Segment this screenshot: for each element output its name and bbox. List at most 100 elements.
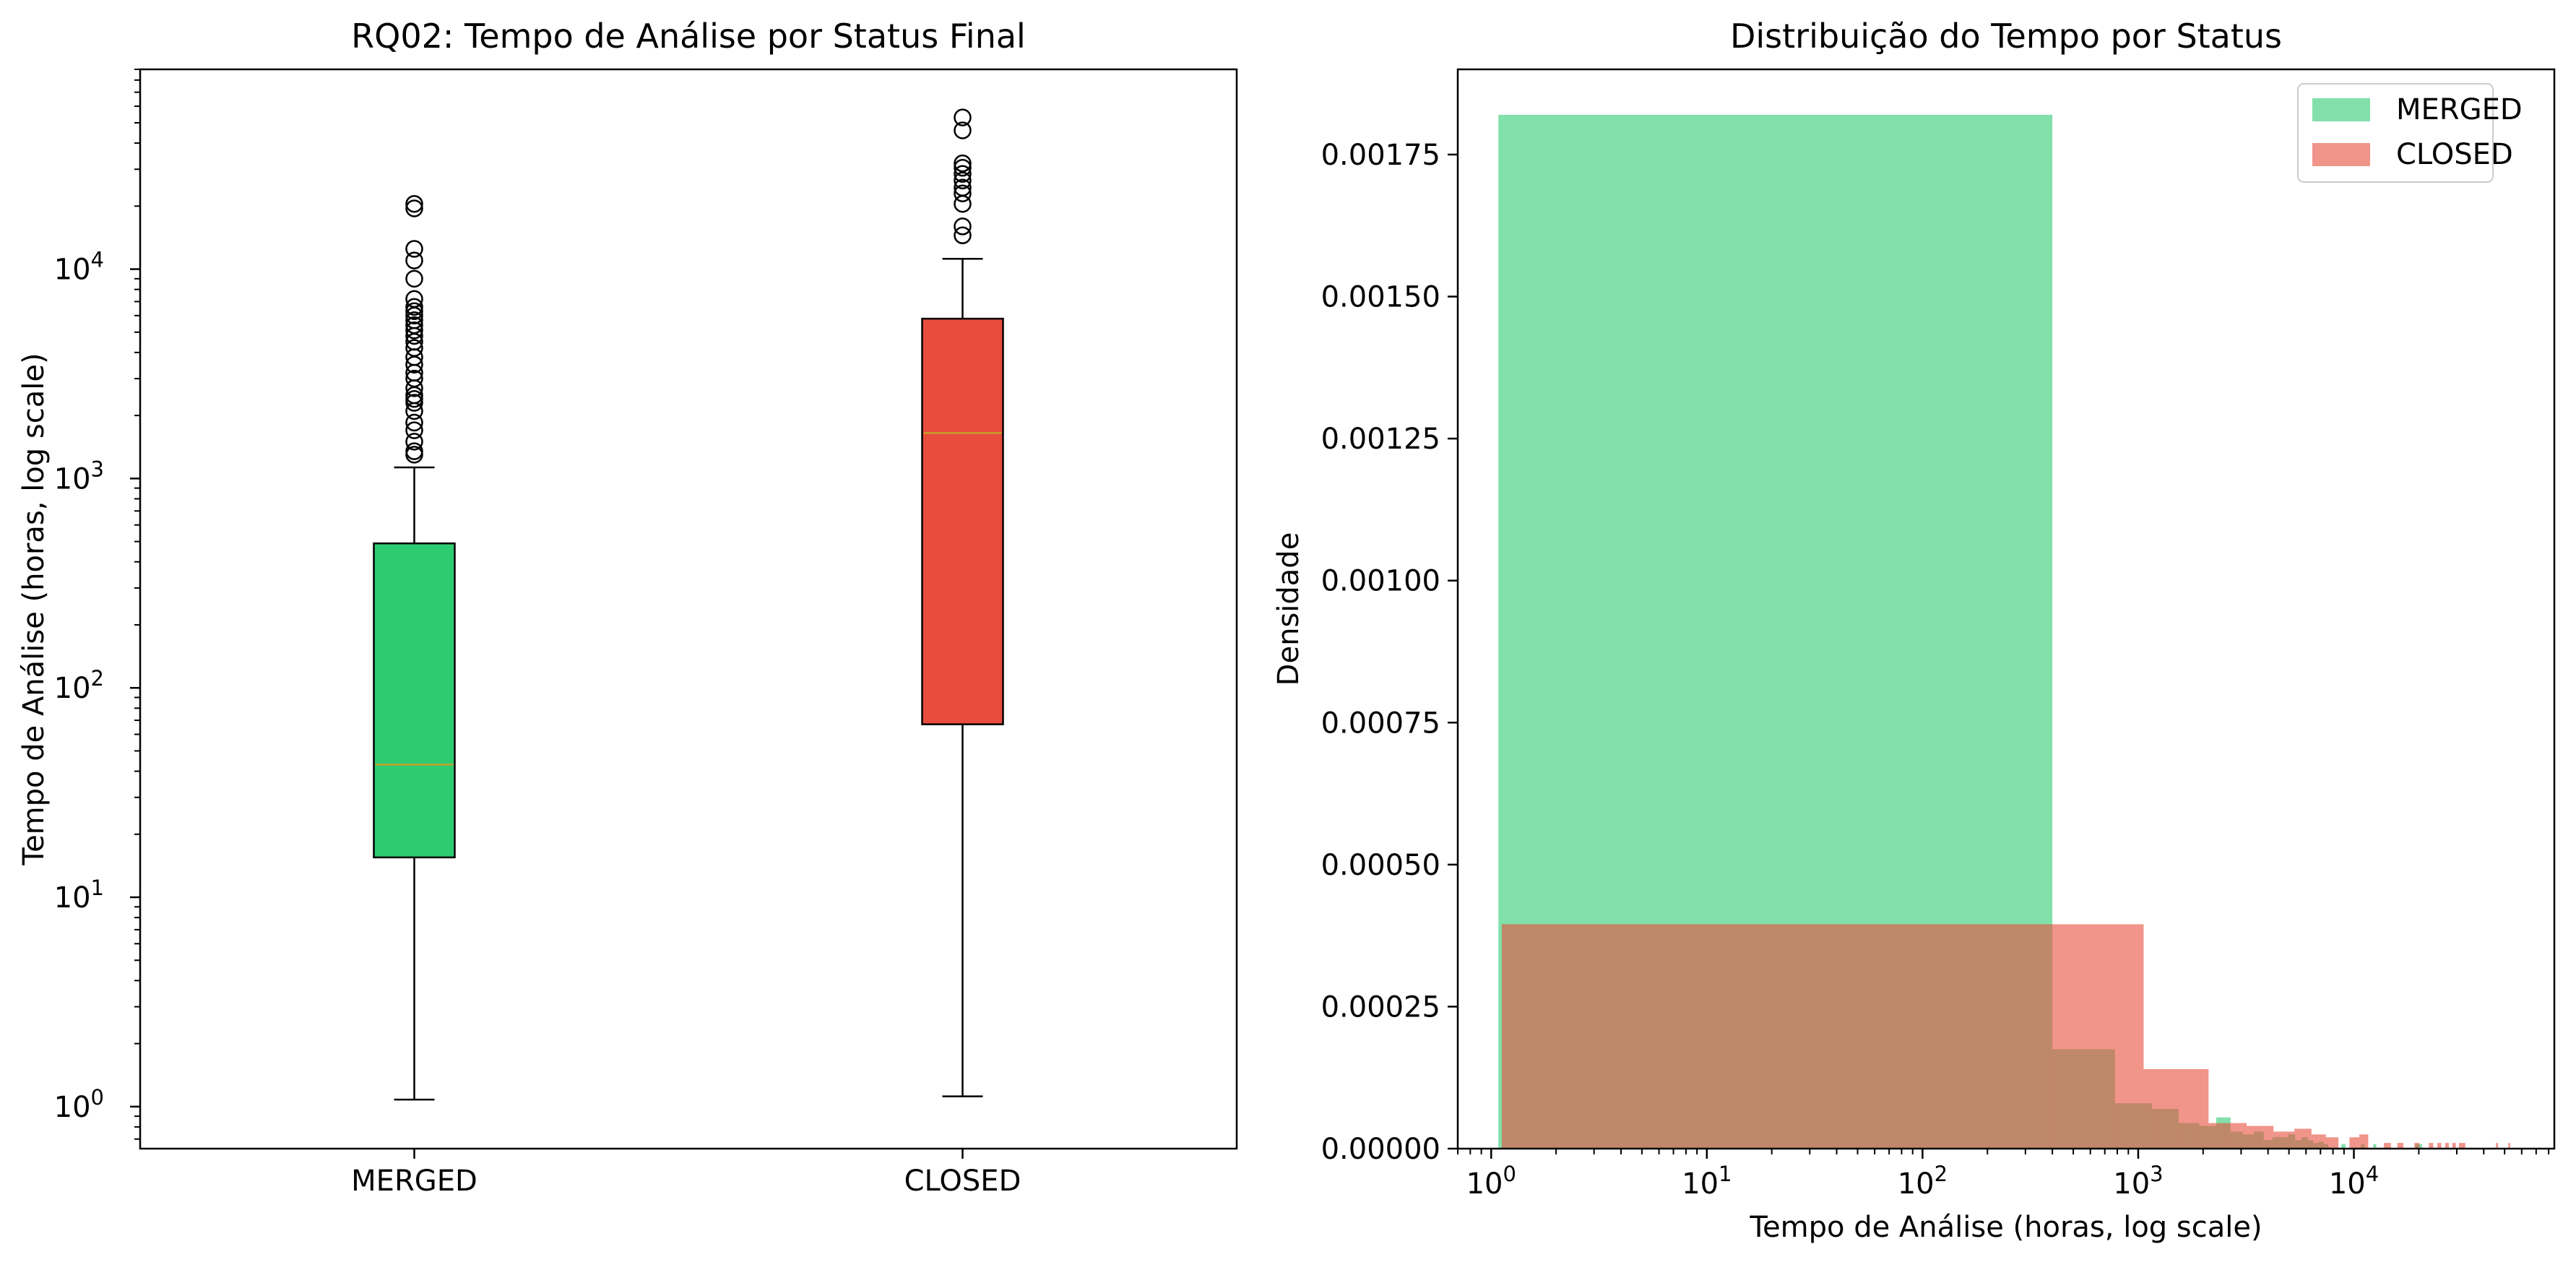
histogram-bar-closed <box>2349 1137 2360 1149</box>
histogram-bar-closed <box>2459 1143 2463 1149</box>
outlier-merged <box>405 413 423 432</box>
outlier-merged <box>405 302 423 320</box>
boxplot-y-tick-label-base: 10 <box>54 881 91 915</box>
outlier-merged <box>405 316 423 334</box>
histogram-x-tick-label-base: 10 <box>2329 1167 2366 1201</box>
boxplot-x-tick-label-merged: MERGED <box>351 1165 477 1198</box>
histogram-y-tick-label: 0.00175 <box>1321 139 1440 172</box>
outlier-merged <box>405 421 423 439</box>
boxplot-y-tick-label-exponent: 4 <box>91 248 104 272</box>
outlier-merged <box>405 269 423 288</box>
legend-label-closed: CLOSED <box>2396 138 2513 171</box>
legend-label-merged: MERGED <box>2396 93 2523 126</box>
histogram-axes-frame <box>1456 68 2556 1150</box>
histogram-bar-closed <box>2496 1143 2499 1149</box>
histogram-bar-closed <box>2445 1143 2449 1149</box>
histogram-plot-area <box>1498 114 2510 1149</box>
histogram-y-tick-label: 0.00100 <box>1321 565 1440 598</box>
outlier-closed <box>954 154 972 173</box>
histogram-bar-closed <box>2246 1126 2274 1149</box>
outlier-closed <box>954 108 972 126</box>
histogram-y-tick-label: 0.00075 <box>1321 707 1440 740</box>
boxplot-x-tick-label-closed: CLOSED <box>904 1165 1021 1198</box>
histogram-bar-closed <box>2437 1143 2442 1149</box>
histogram-x-tick-label-exponent: 1 <box>1719 1162 1732 1186</box>
histogram-bar-closed <box>2143 1068 2209 1149</box>
histogram-bar-closed <box>2325 1137 2339 1149</box>
histogram-x-tick-label: 103 <box>2113 1162 2163 1201</box>
histogram-bar-closed <box>2462 1143 2465 1149</box>
outlier-merged <box>405 240 423 258</box>
outlier-merged <box>405 290 423 308</box>
boxplot-y-tick-label-base: 10 <box>54 254 91 287</box>
outlier-merged <box>405 194 423 213</box>
outlier-closed <box>954 184 972 202</box>
histogram-x-tick-label: 101 <box>1682 1162 1732 1201</box>
boxplot-x-ticks: MERGED CLOSED <box>351 1149 1021 1198</box>
histogram-bar-merged <box>2373 1144 2377 1149</box>
boxplot-y-axis-label: Tempo de Análise (horas, log scale) <box>17 353 51 865</box>
boxplot-y-tick-label-base: 10 <box>54 1091 91 1124</box>
outlier-closed <box>954 158 972 177</box>
boxplot-y-tick-label: 100 <box>54 1085 104 1124</box>
histogram-x-tick-label-base: 10 <box>1466 1167 1503 1201</box>
boxplot-y-tick-label-exponent: 0 <box>91 1085 104 1110</box>
outlier-merged <box>405 298 423 316</box>
histogram-panel: 0.00000 0.00025 0.00050 0.00075 0.00100 0.001… <box>1272 17 2556 1244</box>
box-merged <box>373 542 456 859</box>
histogram-x-tick-label: 104 <box>2329 1162 2379 1201</box>
outlier-merged <box>405 442 423 460</box>
outlier-merged <box>405 433 423 451</box>
legend-swatch-merged <box>2312 98 2370 121</box>
outlier-merged <box>405 311 423 329</box>
legend-swatch-closed <box>2312 143 2370 166</box>
boxplot-y-tick-label-exponent: 2 <box>91 666 104 691</box>
histogram-bar-closed <box>2508 1143 2510 1149</box>
histogram-bar-closed <box>2414 1143 2420 1149</box>
boxplot-axes-frame <box>139 68 1238 1150</box>
outlier-merged <box>405 339 423 358</box>
histogram-y-tick-label: 0.00000 <box>1321 1133 1440 1166</box>
histogram-y-ticks: 0.00000 0.00025 0.00050 0.00075 0.00100 0.001… <box>1321 139 1458 1166</box>
outlier-closed <box>954 178 972 197</box>
boxplot-y-tick-label: 101 <box>54 876 104 915</box>
histogram-x-tick-label-exponent: 0 <box>1503 1162 1516 1186</box>
boxplot-y-tick-label: 102 <box>54 666 104 705</box>
outlier-closed <box>954 226 972 245</box>
outlier-closed <box>954 171 972 190</box>
histogram-y-tick-label: 0.00150 <box>1321 281 1440 314</box>
boxplot-y-tick-label: 103 <box>54 457 104 496</box>
histogram-title: Distribuição do Tempo por Status <box>1730 17 2282 56</box>
outlier-closed <box>954 165 972 183</box>
histogram-bar-closed <box>2294 1128 2312 1149</box>
histogram-bar-merged <box>2341 1144 2346 1149</box>
histogram-legend: MERGED CLOSED <box>2297 83 2523 183</box>
outlier-merged <box>405 321 423 340</box>
histogram-x-axis-label: Tempo de Análise (horas, log scale) <box>1749 1211 2262 1244</box>
histogram-bar-closed <box>2359 1134 2369 1149</box>
outlier-closed <box>954 217 972 236</box>
histogram-bar-closed <box>1501 924 2144 1149</box>
histogram-x-tick-label-base: 10 <box>2113 1167 2150 1201</box>
outlier-merged <box>405 251 423 269</box>
histogram-x-tick-label-exponent: 2 <box>1935 1162 1948 1186</box>
histogram-y-tick-label: 0.00025 <box>1321 990 1440 1024</box>
outlier-merged <box>405 379 423 397</box>
boxplot-y-tick-label-exponent: 3 <box>91 457 104 481</box>
histogram-y-tick-label: 0.00050 <box>1321 849 1440 882</box>
boxplot-y-tick-label-base: 10 <box>54 672 91 705</box>
box-closed <box>921 317 1004 725</box>
histogram-bar-closed <box>2273 1131 2295 1149</box>
histogram-bar-closed <box>2208 1123 2247 1149</box>
histogram-bar-closed <box>2429 1143 2434 1149</box>
histogram-x-tick-label-base: 10 <box>1682 1167 1719 1201</box>
histogram-x-tick-label-exponent: 4 <box>2366 1162 2379 1186</box>
histogram-x-tick-label: 102 <box>1898 1162 1948 1201</box>
histogram-x-tick-label-exponent: 3 <box>2150 1162 2163 1186</box>
histogram-bar-closed <box>2311 1134 2326 1149</box>
boxplot-plot-area <box>373 108 1004 1101</box>
